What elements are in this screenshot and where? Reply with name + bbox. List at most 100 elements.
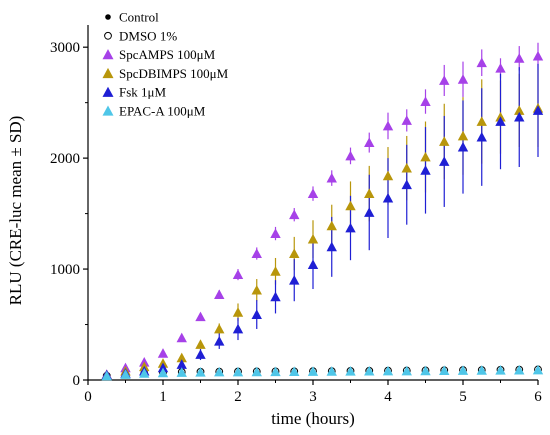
x-tick-label: 0: [84, 389, 92, 405]
data-point: [195, 367, 206, 377]
data-point: [514, 105, 525, 115]
legend-swatch: [102, 86, 114, 97]
legend-swatch: [102, 67, 114, 79]
y-axis-ticks: 0 1000 2000 3000: [50, 40, 88, 389]
data-point: [457, 130, 469, 141]
x-axis-title: time (hours): [271, 409, 355, 428]
data-point: [420, 365, 431, 376]
data-point: [214, 323, 225, 334]
data-point: [176, 367, 187, 377]
legend-item: SpcDBIMPS 100μM: [102, 66, 229, 81]
data-point: [457, 365, 469, 375]
data-point: [457, 74, 469, 84]
legend: Control DMSO 1% SpcAMPS 100μM SpcDBIMPS 100…: [102, 10, 229, 119]
data-point: [401, 365, 412, 376]
data-point: [326, 241, 337, 252]
legend-swatch: [102, 105, 114, 116]
data-point: [139, 368, 150, 378]
data-point: [420, 151, 431, 162]
series-epac-a-100-m-errors: [106, 368, 539, 377]
data-point: [420, 96, 431, 106]
data-point: [195, 311, 206, 322]
data-point: [495, 63, 506, 73]
data-point: [289, 248, 300, 258]
series-dmso-1-errors: [106, 367, 539, 377]
series-spcamps-100-m-errors: [106, 42, 539, 376]
data-point: [270, 366, 281, 377]
data-point: [514, 111, 525, 122]
data-point: [476, 365, 487, 375]
data-point: [364, 188, 375, 199]
data-point: [307, 366, 319, 376]
data-point: [532, 364, 544, 375]
data-point: [532, 105, 544, 115]
data-point: [382, 120, 394, 131]
series-spcdbimps-100-m: [101, 103, 544, 380]
data-point: [401, 115, 412, 125]
data-point: [289, 274, 300, 285]
data-point: [420, 165, 431, 175]
series-dmso-1: [102, 365, 542, 380]
data-point: [476, 131, 487, 142]
legend-item: Fsk 1μM: [102, 85, 167, 100]
x-tick-label: 6: [534, 389, 542, 405]
data-point: [232, 307, 244, 317]
data-point: [401, 162, 412, 173]
data-point: [270, 291, 281, 302]
legend-label: DMSO 1%: [119, 28, 177, 43]
data-point: [176, 332, 187, 343]
data-point: [195, 349, 206, 359]
data-point: [270, 266, 281, 276]
legend-item: DMSO 1%: [104, 28, 177, 43]
legend-label: EPAC-A 100μM: [119, 104, 206, 119]
data-point: [382, 365, 394, 376]
data-point: [345, 200, 356, 211]
data-point: [514, 53, 525, 63]
data-point: [232, 269, 244, 280]
legend-label: SpcDBIMPS 100μM: [119, 66, 229, 81]
x-axis-ticks: 0 1 2 3 4 5 6: [84, 380, 542, 405]
error-bars: [106, 42, 539, 377]
data-point: [289, 209, 300, 220]
legend-label: Fsk 1μM: [119, 85, 167, 100]
data-point: [382, 170, 394, 181]
data-point: [364, 207, 375, 217]
data-point: [439, 136, 450, 146]
data-point: [120, 369, 131, 379]
x-tick-label: 5: [459, 389, 467, 405]
data-point: [101, 370, 112, 381]
data-point: [326, 172, 337, 183]
data-point: [232, 366, 244, 377]
data-point: [157, 367, 169, 378]
y-tick-label: 0: [73, 373, 81, 389]
data-markers: [101, 50, 544, 381]
data-point: [476, 116, 487, 126]
data-point: [232, 323, 244, 334]
legend-item: EPAC-A 100μM: [102, 104, 206, 119]
data-point: [326, 220, 337, 231]
data-point: [345, 150, 356, 161]
x-tick-label: 4: [384, 389, 392, 405]
data-point: [345, 222, 356, 233]
data-point: [439, 75, 450, 85]
legend-swatch: [105, 14, 111, 20]
data-point: [326, 366, 337, 376]
data-point: [251, 284, 262, 295]
data-point: [251, 309, 262, 319]
data-point: [214, 335, 225, 346]
plot-area: 0 1 2 3 4 5 6 0 1000 2000 3000: [50, 25, 544, 405]
data-point: [195, 339, 206, 349]
data-point: [157, 348, 169, 358]
y-axis-title: RLU (CRE-luc mean ± SD): [6, 116, 25, 306]
data-point: [439, 365, 450, 375]
data-point: [495, 116, 506, 126]
x-tick-label: 2: [234, 389, 242, 405]
data-point: [251, 248, 262, 258]
series-epac-a-100-m: [101, 364, 544, 381]
data-point: [289, 366, 300, 376]
x-tick-label: 3: [309, 389, 317, 405]
y-tick-label: 2000: [50, 151, 80, 167]
data-point: [307, 259, 319, 270]
data-point: [457, 141, 469, 152]
